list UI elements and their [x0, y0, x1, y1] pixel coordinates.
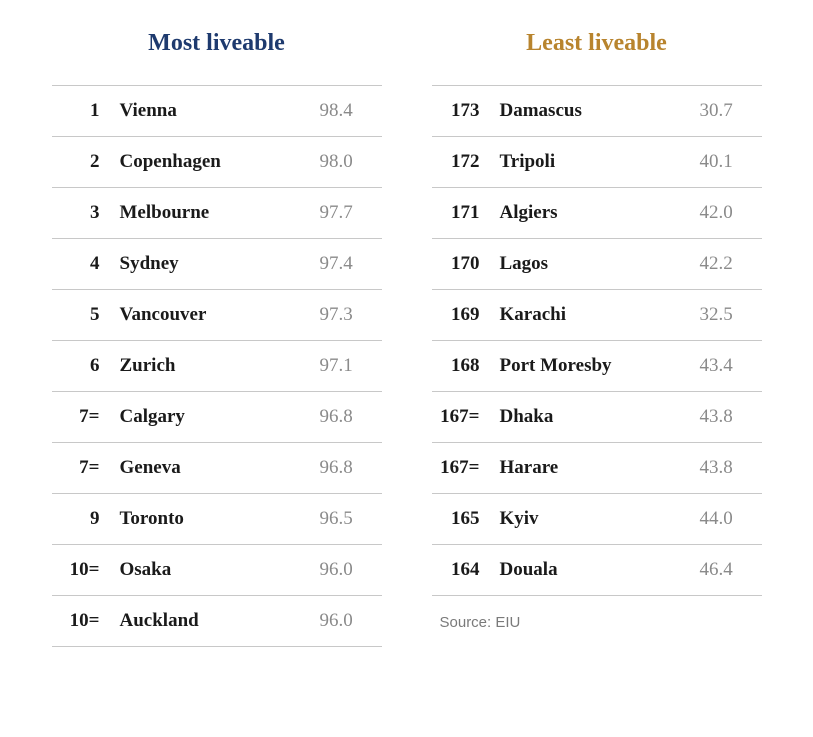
table-row: 2Copenhagen98.0 — [52, 137, 382, 188]
table-row: 10=Auckland96.0 — [52, 596, 382, 647]
city-cell: Calgary — [112, 392, 312, 443]
table-row: 9Toronto96.5 — [52, 494, 382, 545]
city-cell: Kyiv — [492, 494, 692, 545]
rank-cell: 164 — [432, 545, 492, 596]
table-row: 10=Osaka96.0 — [52, 545, 382, 596]
least-liveable-block: Least liveable 173Damascus30.7172Tripoli… — [432, 30, 762, 647]
score-cell: 96.0 — [312, 545, 382, 596]
most-liveable-title: Most liveable — [52, 30, 382, 65]
score-cell: 43.4 — [692, 341, 762, 392]
score-cell: 43.8 — [692, 392, 762, 443]
rank-cell: 4 — [52, 239, 112, 290]
city-cell: Zurich — [112, 341, 312, 392]
city-cell: Dhaka — [492, 392, 692, 443]
rank-cell: 167= — [432, 443, 492, 494]
city-cell: Harare — [492, 443, 692, 494]
table-row: 7=Calgary96.8 — [52, 392, 382, 443]
score-cell: 40.1 — [692, 137, 762, 188]
rank-cell: 168 — [432, 341, 492, 392]
least-liveable-table: 173Damascus30.7172Tripoli40.1171Algiers4… — [432, 85, 762, 596]
city-cell: Port Moresby — [492, 341, 692, 392]
score-cell: 96.8 — [312, 392, 382, 443]
table-row: 167=Dhaka43.8 — [432, 392, 762, 443]
table-row: 4Sydney97.4 — [52, 239, 382, 290]
score-cell: 96.8 — [312, 443, 382, 494]
rank-cell: 3 — [52, 188, 112, 239]
table-row: 3Melbourne97.7 — [52, 188, 382, 239]
city-cell: Karachi — [492, 290, 692, 341]
most-liveable-table: 1Vienna98.42Copenhagen98.03Melbourne97.7… — [52, 85, 382, 647]
city-cell: Douala — [492, 545, 692, 596]
rank-cell: 172 — [432, 137, 492, 188]
rank-cell: 2 — [52, 137, 112, 188]
score-cell: 96.0 — [312, 596, 382, 647]
source-note: Source: EIU — [432, 614, 762, 631]
rank-cell: 165 — [432, 494, 492, 545]
score-cell: 98.4 — [312, 86, 382, 137]
city-cell: Lagos — [492, 239, 692, 290]
city-cell: Osaka — [112, 545, 312, 596]
rank-cell: 7= — [52, 392, 112, 443]
table-row: 168Port Moresby43.4 — [432, 341, 762, 392]
score-cell: 32.5 — [692, 290, 762, 341]
tables-container: Most liveable 1Vienna98.42Copenhagen98.0… — [40, 30, 773, 647]
score-cell: 97.1 — [312, 341, 382, 392]
table-row: 170Lagos42.2 — [432, 239, 762, 290]
table-row: 169Karachi32.5 — [432, 290, 762, 341]
table-row: 6Zurich97.1 — [52, 341, 382, 392]
score-cell: 30.7 — [692, 86, 762, 137]
city-cell: Copenhagen — [112, 137, 312, 188]
city-cell: Auckland — [112, 596, 312, 647]
table-row: 164Douala46.4 — [432, 545, 762, 596]
table-row: 7=Geneva96.8 — [52, 443, 382, 494]
rank-cell: 170 — [432, 239, 492, 290]
rank-cell: 1 — [52, 86, 112, 137]
city-cell: Vienna — [112, 86, 312, 137]
city-cell: Vancouver — [112, 290, 312, 341]
rank-cell: 169 — [432, 290, 492, 341]
score-cell: 44.0 — [692, 494, 762, 545]
city-cell: Melbourne — [112, 188, 312, 239]
score-cell: 97.3 — [312, 290, 382, 341]
rank-cell: 171 — [432, 188, 492, 239]
table-row: 167=Harare43.8 — [432, 443, 762, 494]
score-cell: 43.8 — [692, 443, 762, 494]
score-cell: 42.2 — [692, 239, 762, 290]
rank-cell: 10= — [52, 596, 112, 647]
least-liveable-title: Least liveable — [432, 30, 762, 65]
city-cell: Sydney — [112, 239, 312, 290]
rank-cell: 5 — [52, 290, 112, 341]
city-cell: Geneva — [112, 443, 312, 494]
table-row: 5Vancouver97.3 — [52, 290, 382, 341]
table-row: 172Tripoli40.1 — [432, 137, 762, 188]
city-cell: Algiers — [492, 188, 692, 239]
city-cell: Toronto — [112, 494, 312, 545]
rank-cell: 167= — [432, 392, 492, 443]
score-cell: 97.7 — [312, 188, 382, 239]
score-cell: 96.5 — [312, 494, 382, 545]
most-liveable-block: Most liveable 1Vienna98.42Copenhagen98.0… — [52, 30, 382, 647]
score-cell: 46.4 — [692, 545, 762, 596]
score-cell: 42.0 — [692, 188, 762, 239]
table-row: 171Algiers42.0 — [432, 188, 762, 239]
score-cell: 97.4 — [312, 239, 382, 290]
rank-cell: 173 — [432, 86, 492, 137]
rank-cell: 6 — [52, 341, 112, 392]
score-cell: 98.0 — [312, 137, 382, 188]
city-cell: Tripoli — [492, 137, 692, 188]
table-row: 1Vienna98.4 — [52, 86, 382, 137]
rank-cell: 10= — [52, 545, 112, 596]
city-cell: Damascus — [492, 86, 692, 137]
table-row: 173Damascus30.7 — [432, 86, 762, 137]
rank-cell: 7= — [52, 443, 112, 494]
table-row: 165Kyiv44.0 — [432, 494, 762, 545]
rank-cell: 9 — [52, 494, 112, 545]
